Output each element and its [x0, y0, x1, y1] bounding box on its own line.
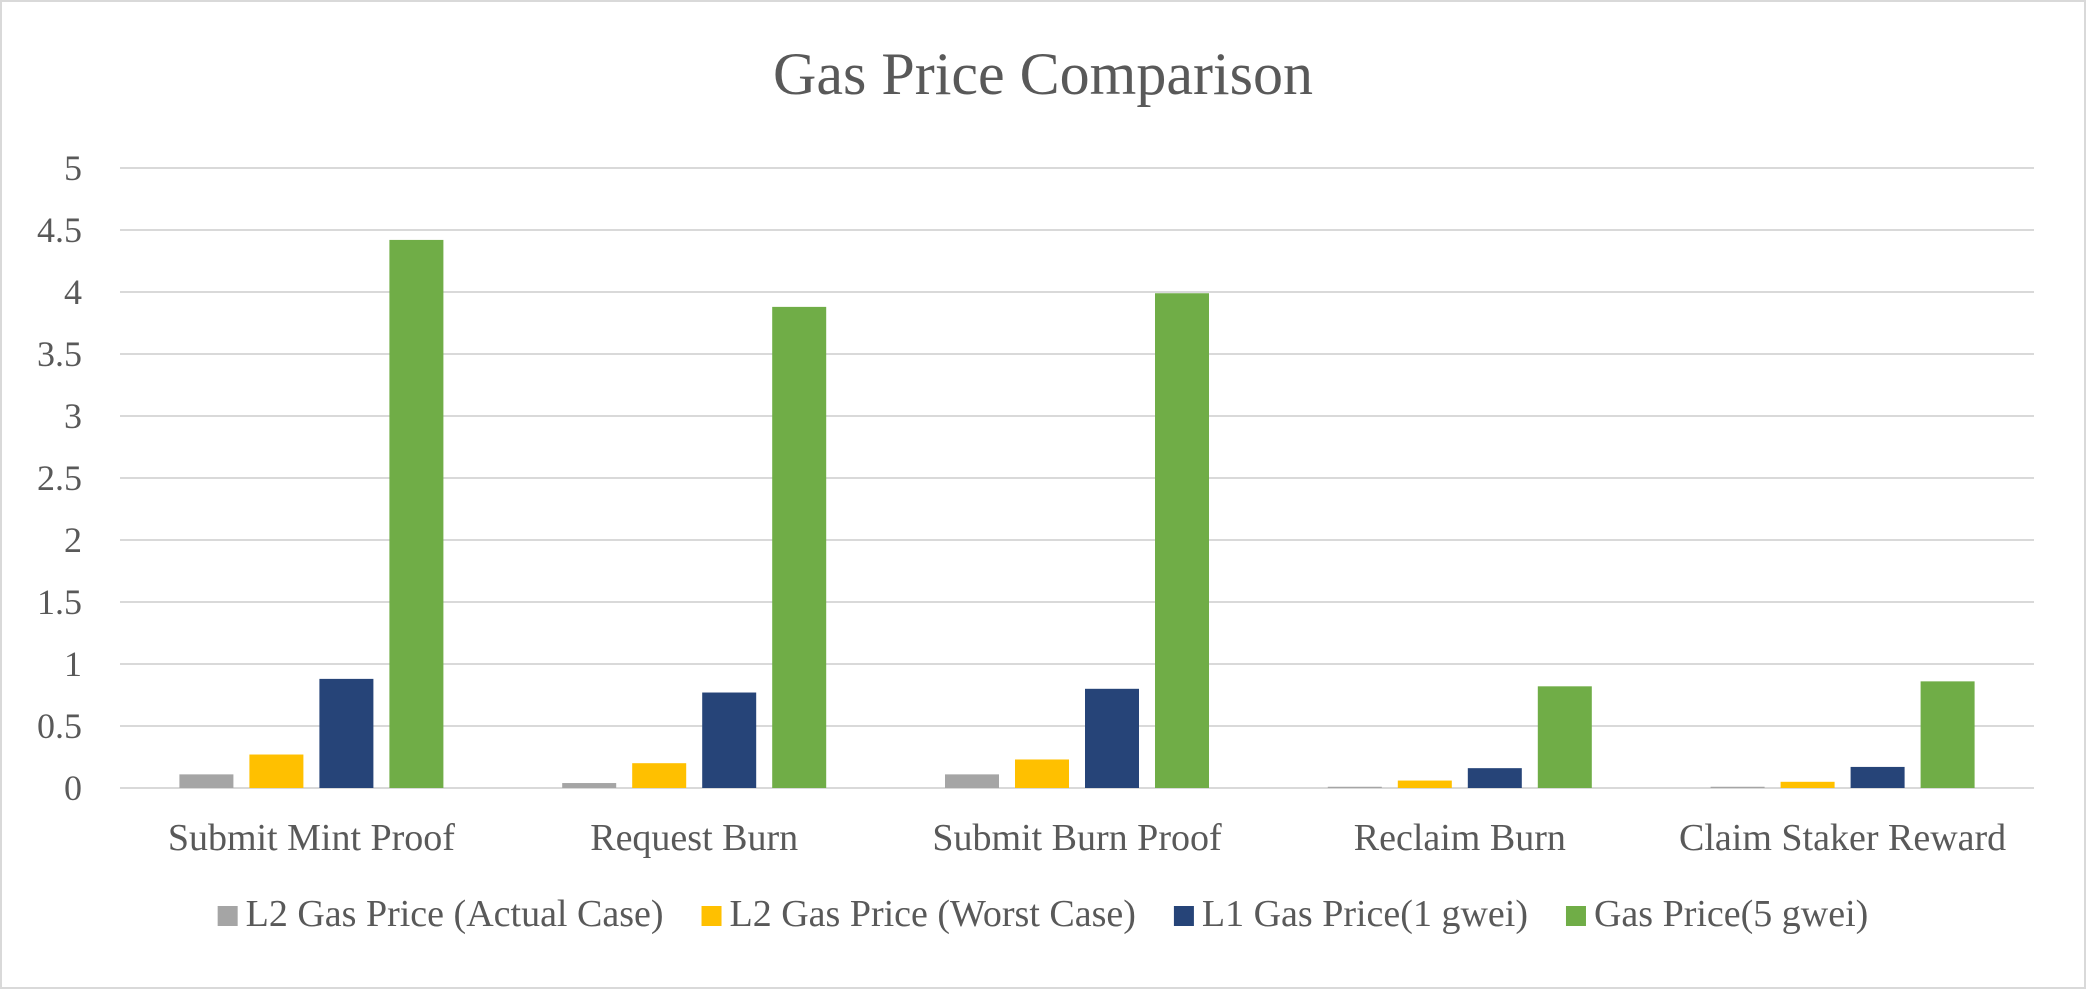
bar	[1085, 688, 1139, 788]
y-axis-ticks: 0 0.5 1 1.5 2 2.5 3 3.5 4 4.5 5	[37, 148, 82, 808]
legend-label: L2 Gas Price (Worst Case)	[730, 893, 1136, 935]
bar	[772, 306, 827, 788]
legend-swatch	[701, 906, 722, 926]
bar	[1850, 766, 1905, 788]
bar	[319, 678, 374, 788]
bar	[1155, 293, 1209, 788]
y-tick-label: 4.5	[37, 210, 82, 250]
legend-swatch	[1173, 906, 1194, 926]
legend-item: L1 Gas Price(1 gwei)	[1173, 893, 1528, 935]
legend-swatch	[1565, 906, 1586, 926]
y-tick-label: 0.5	[37, 706, 82, 746]
bar	[1537, 686, 1592, 788]
bar	[702, 692, 757, 788]
y-tick-label: 3	[64, 396, 82, 436]
y-tick-label: 1.5	[37, 582, 82, 622]
y-tick-label: 3.5	[37, 334, 82, 374]
x-category-label: Request Burn	[590, 817, 798, 859]
bar	[249, 754, 304, 788]
y-tick-label: 0	[64, 768, 82, 808]
legend-label: Gas Price(5 gwei)	[1594, 893, 1868, 935]
y-tick-label: 1	[64, 644, 82, 684]
bar	[1467, 768, 1522, 788]
legend-label: L2 Gas Price (Actual Case)	[246, 893, 664, 935]
bar	[1920, 681, 1975, 788]
x-category-label: Submit Mint Proof	[168, 817, 455, 859]
bar	[1780, 781, 1835, 788]
bar	[632, 763, 687, 788]
legend-item: Gas Price(5 gwei)	[1565, 893, 1868, 935]
legend: L2 Gas Price (Actual Case) L2 Gas Price (…	[217, 893, 1868, 935]
bar	[179, 774, 234, 788]
bar	[1397, 780, 1452, 788]
bar	[1327, 786, 1382, 788]
x-category-label: Claim Staker Reward	[1679, 817, 2006, 859]
y-tick-label: 2	[64, 520, 82, 560]
bar	[1710, 786, 1765, 788]
legend-label: L1 Gas Price(1 gwei)	[1202, 893, 1528, 935]
y-tick-label: 4	[64, 272, 82, 312]
chart-title: Gas Price Comparison	[773, 41, 1313, 107]
bar	[562, 783, 617, 788]
bar	[389, 239, 444, 789]
legend-swatch	[217, 906, 238, 926]
y-tick-label: 5	[64, 148, 82, 188]
legend-item: L2 Gas Price (Worst Case)	[701, 893, 1136, 935]
bar	[945, 774, 999, 788]
x-category-label: Submit Burn Proof	[932, 817, 1222, 859]
x-axis-categories: Submit Mint Proof Request Burn Submit Burn…	[168, 817, 2006, 859]
bar	[1015, 759, 1069, 788]
legend-item: L2 Gas Price (Actual Case)	[217, 893, 664, 935]
x-category-label: Reclaim Burn	[1354, 817, 1566, 859]
bars	[179, 239, 1975, 789]
y-tick-label: 2.5	[37, 458, 82, 498]
